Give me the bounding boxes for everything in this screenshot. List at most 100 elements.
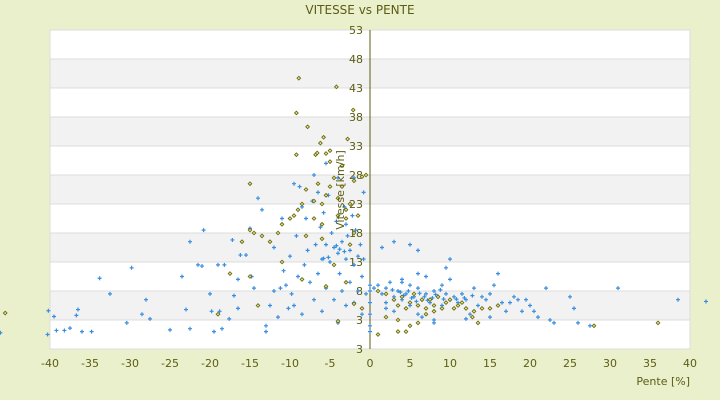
data-point-plus <box>524 297 528 302</box>
data-point-plus <box>372 286 376 291</box>
data-point-plus <box>588 323 592 328</box>
data-point-diamond <box>291 213 297 219</box>
data-point-diamond <box>395 329 401 335</box>
data-point-diamond <box>293 110 299 116</box>
data-point-diamond <box>303 187 309 192</box>
data-point-diamond <box>359 174 365 180</box>
y-tick-label: 3 <box>356 314 363 327</box>
data-point-plus <box>326 255 331 260</box>
data-point-diamond <box>343 279 349 285</box>
data-point-plus <box>124 320 129 325</box>
data-point-plus <box>430 295 435 300</box>
data-point-plus <box>324 242 328 247</box>
data-point-plus <box>356 289 360 293</box>
data-point-plus <box>292 303 296 308</box>
data-point-plus <box>416 286 420 291</box>
data-point-plus <box>416 271 420 276</box>
data-point-diamond <box>423 311 429 317</box>
data-point-diamond <box>293 152 299 158</box>
data-point-diamond <box>227 271 233 277</box>
data-point-plus <box>318 225 323 230</box>
data-point-plus <box>568 294 572 299</box>
data-point-diamond <box>311 198 317 204</box>
x-tick-label: -35 <box>81 357 99 370</box>
data-point-diamond <box>339 184 345 190</box>
data-point-diamond <box>391 297 397 303</box>
data-point-diamond <box>383 314 389 320</box>
data-point-plus <box>409 295 414 300</box>
data-point-plus <box>552 320 556 325</box>
data-point-plus <box>444 291 448 296</box>
data-point-plus <box>332 297 336 302</box>
data-point-plus <box>46 308 51 313</box>
data-point-plus <box>448 277 452 282</box>
data-point-plus <box>227 316 232 321</box>
data-point-plus <box>438 287 443 292</box>
data-point-plus <box>89 329 94 334</box>
data-point-plus <box>406 289 411 293</box>
data-point-plus <box>368 300 372 305</box>
data-point-plus <box>676 297 680 302</box>
data-point-diamond <box>383 291 389 297</box>
data-point-plus <box>289 291 294 296</box>
data-point-plus <box>344 303 348 308</box>
data-point-plus <box>390 287 395 292</box>
x-tick-label: 0 <box>367 357 374 370</box>
data-point-plus <box>508 300 512 305</box>
data-point-plus <box>398 290 403 295</box>
data-point-plus <box>264 323 268 328</box>
data-point-plus <box>188 239 192 244</box>
data-point-plus <box>388 280 392 285</box>
data-point-diamond <box>407 323 413 329</box>
data-point-diamond <box>403 305 409 311</box>
data-point-plus <box>368 289 372 293</box>
data-points <box>0 75 708 337</box>
data-point-plus <box>548 318 552 322</box>
data-point-plus <box>308 280 312 285</box>
data-point-plus <box>396 289 400 293</box>
data-point-diamond <box>323 192 329 198</box>
data-point-plus <box>52 314 56 319</box>
data-point-diamond <box>295 207 301 213</box>
data-point-plus <box>536 315 540 320</box>
x-tick-label: 30 <box>603 357 617 370</box>
data-point-diamond <box>267 239 273 245</box>
y-tick-label: 53 <box>349 24 363 37</box>
data-point-plus <box>420 315 424 320</box>
data-point-plus <box>392 309 396 314</box>
data-point-plus <box>384 286 388 291</box>
data-point-plus <box>0 330 3 335</box>
data-point-plus <box>496 271 500 276</box>
data-point-plus <box>320 309 324 314</box>
x-tick-label: -20 <box>201 357 219 370</box>
data-point-diamond <box>455 303 461 308</box>
data-point-plus <box>576 320 580 325</box>
data-point-diamond <box>591 323 597 329</box>
data-point-plus <box>276 315 280 320</box>
data-point-plus <box>454 297 459 302</box>
data-point-diamond <box>239 239 245 245</box>
data-point-plus <box>230 237 235 242</box>
data-point-diamond <box>415 320 421 326</box>
data-point-plus <box>484 297 488 302</box>
data-point-plus <box>440 283 444 288</box>
data-point-plus <box>528 303 532 308</box>
data-point-diamond <box>339 163 345 169</box>
y-tick-label: 3 <box>356 343 363 356</box>
data-point-diamond <box>419 297 425 303</box>
data-point-plus <box>348 280 352 285</box>
data-point-plus <box>424 291 428 296</box>
data-point-diamond <box>319 201 325 207</box>
data-point-plus <box>441 297 446 302</box>
data-point-plus <box>336 175 340 180</box>
data-point-diamond <box>323 283 329 289</box>
data-point-plus <box>184 307 188 312</box>
chart-title: VITESSE vs PENTE <box>305 3 414 17</box>
data-point-diamond <box>319 236 325 242</box>
data-point-diamond <box>355 213 361 219</box>
data-point-plus <box>336 251 340 256</box>
data-point-plus <box>380 245 384 250</box>
data-point-diamond <box>431 308 437 314</box>
data-point-plus <box>348 248 352 253</box>
